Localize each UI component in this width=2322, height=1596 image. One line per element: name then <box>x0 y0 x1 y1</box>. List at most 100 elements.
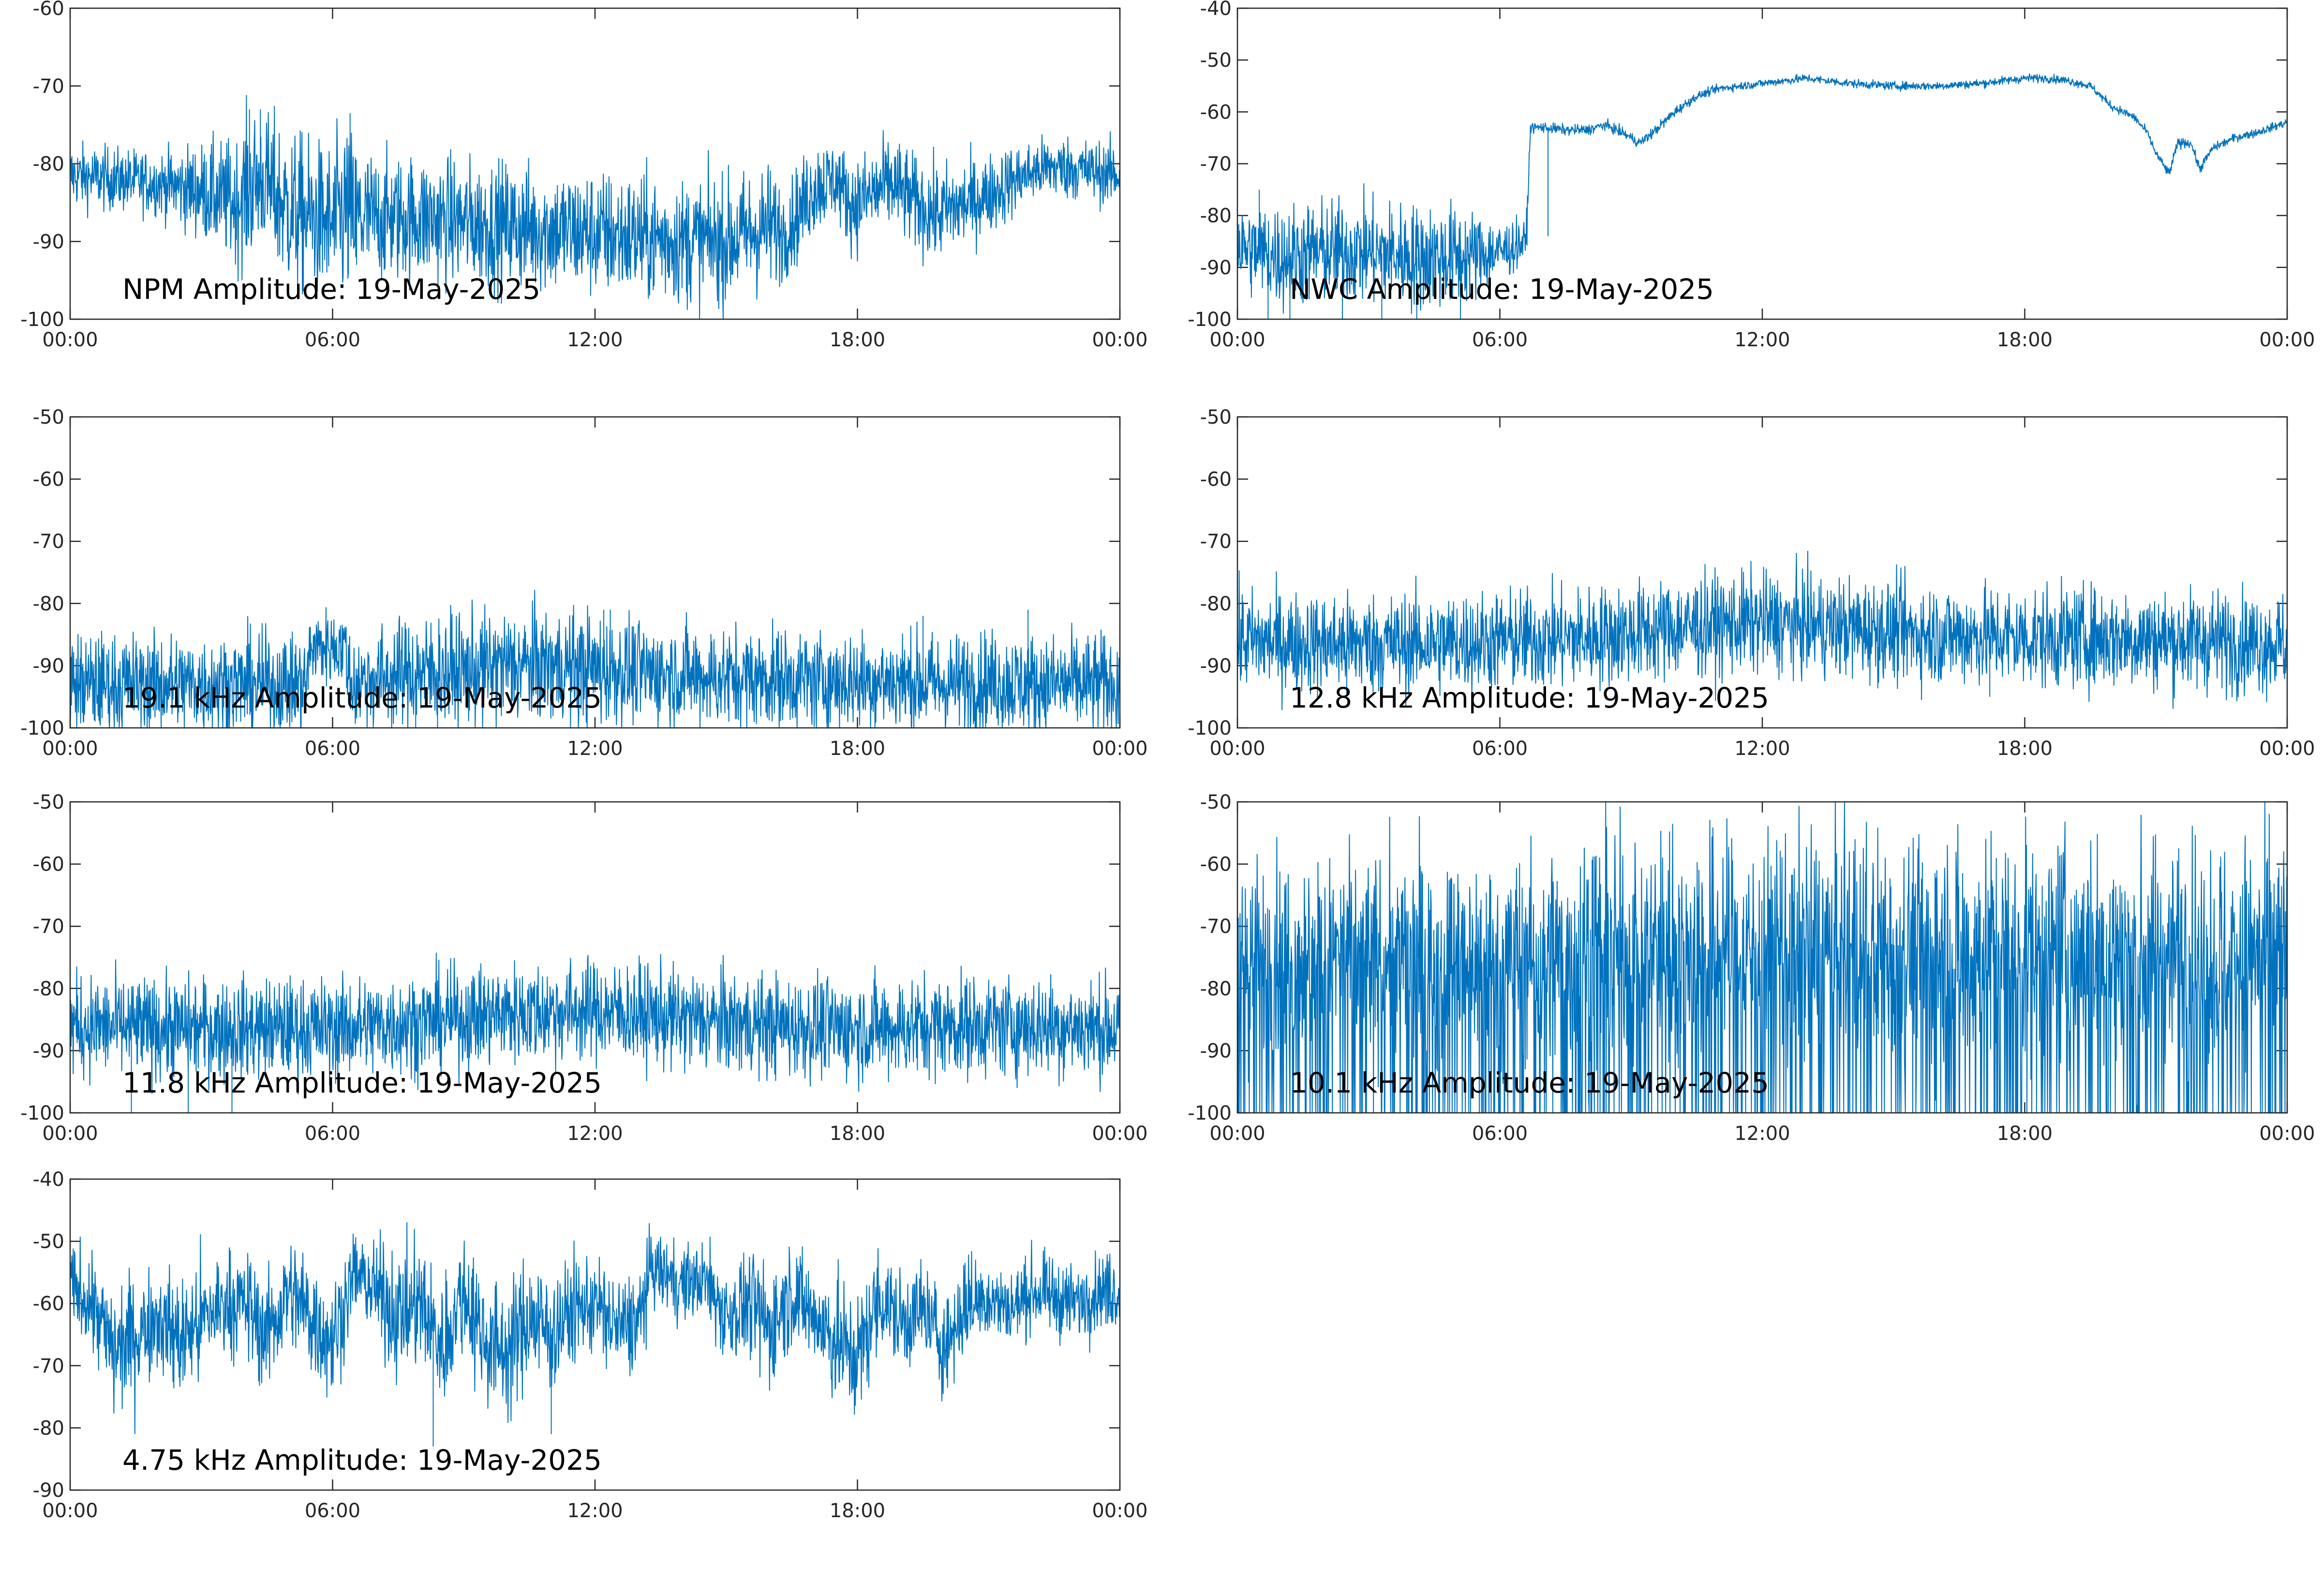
panel-4-75-khz-axes <box>69 1178 1121 1491</box>
y-tick-label: -40 <box>33 1168 64 1191</box>
panel-4-75-khz-title: 4.75 kHz Amplitude: 19-May-2025 <box>122 1444 602 1477</box>
x-tick-label: 12:00 <box>567 1123 623 1145</box>
y-tick-label: -90 <box>1200 257 1232 279</box>
y-tick-label: -90 <box>33 231 64 253</box>
series-line <box>70 1222 1120 1447</box>
y-tick-label: -90 <box>33 1479 64 1502</box>
y-tick-label: -80 <box>1200 205 1232 227</box>
x-tick-label: 00:00 <box>42 1500 98 1522</box>
x-tick-label: 12:00 <box>567 329 623 351</box>
x-tick-label: 12:00 <box>567 738 623 760</box>
x-tick-label: 00:00 <box>1092 738 1147 760</box>
y-tick-label: -90 <box>1200 1040 1232 1062</box>
y-tick-label: -80 <box>1200 593 1232 615</box>
y-tick-label: -80 <box>33 978 64 1000</box>
panel-12-8-khz-ticks: -100 -90 -80 -70 -60 -50 00:00 06:00 12:00 18:00 0… <box>1188 406 2315 760</box>
y-tick-label: -50 <box>1200 406 1232 429</box>
panel-19-1-khz-trace <box>70 590 1120 728</box>
x-tick-label: 00:00 <box>42 1123 98 1145</box>
y-tick-label: -70 <box>1200 531 1232 553</box>
x-tick-label: 12:00 <box>567 1500 623 1522</box>
x-tick-label: 00:00 <box>1209 1123 1265 1145</box>
y-tick-label: -90 <box>33 1040 64 1062</box>
x-tick-label: 18:00 <box>830 329 885 351</box>
x-tick-label: 00:00 <box>1209 738 1265 760</box>
y-tick-label: -80 <box>33 153 64 176</box>
panel-10-1-khz-ticks: -100 -90 -80 -70 -60 -50 00:00 06:00 12:00 18:00 0… <box>1188 791 2315 1145</box>
y-tick-label: -80 <box>33 593 64 615</box>
x-tick-label: 06:00 <box>1472 329 1528 351</box>
x-tick-label: 12:00 <box>1734 1123 1790 1145</box>
x-tick-label: 00:00 <box>2259 329 2315 351</box>
x-tick-label: 00:00 <box>1092 329 1147 351</box>
x-tick-label: 06:00 <box>1472 738 1528 760</box>
panel-19-1-khz-title: 19.1 kHz Amplitude: 19-May-2025 <box>122 681 602 714</box>
series-line <box>1237 550 2288 710</box>
y-tick-label: -100 <box>20 1102 64 1124</box>
y-tick-label: -90 <box>1200 655 1232 677</box>
y-tick-label: -80 <box>1200 978 1232 1000</box>
y-tick-label: -70 <box>1200 916 1232 938</box>
x-tick-label: 06:00 <box>305 738 360 760</box>
panel-11-8-khz-trace <box>70 952 1120 1113</box>
x-tick-label: 00:00 <box>2259 1123 2315 1145</box>
y-tick-label: -100 <box>20 717 64 739</box>
panel-10-1-khz-axes <box>1236 801 2288 1114</box>
x-tick-label: 00:00 <box>42 738 98 760</box>
y-tick-label: -70 <box>1200 153 1232 176</box>
x-tick-label: 06:00 <box>305 1123 360 1145</box>
series-line <box>70 952 1120 1113</box>
y-tick-label: -100 <box>1188 717 1232 739</box>
x-tick-label: 06:00 <box>1472 1123 1528 1145</box>
y-tick-label: -100 <box>1188 309 1232 331</box>
x-tick-label: 12:00 <box>1734 738 1790 760</box>
y-tick-label: -70 <box>33 916 64 938</box>
y-tick-label: -60 <box>1200 854 1232 876</box>
y-tick-label: -90 <box>33 655 64 677</box>
x-tick-label: 00:00 <box>1092 1500 1147 1522</box>
y-tick-label: -60 <box>33 854 64 876</box>
panel-12-8-khz-axes <box>1236 416 2288 729</box>
panel-11-8-khz: -100 -90 -80 -70 -60 -50 00:00 06:00 12:00 18:00 0… <box>20 791 1147 1145</box>
x-tick-label: 06:00 <box>305 329 360 351</box>
x-tick-label: 18:00 <box>830 1123 885 1145</box>
y-tick-label: -100 <box>20 309 64 331</box>
panel-npm-trace <box>70 95 1120 320</box>
panel-12-8-khz-title: 12.8 kHz Amplitude: 19-May-2025 <box>1290 681 1769 714</box>
y-tick-label: -50 <box>33 1231 64 1253</box>
series-line <box>70 95 1120 320</box>
y-tick-label: -100 <box>1188 1102 1232 1124</box>
y-tick-label: -50 <box>1200 791 1232 813</box>
panel-12-8-khz: -100 -90 -80 -70 -60 -50 00:00 06:00 12:00 18:00 0… <box>1188 406 2315 760</box>
y-tick-label: -60 <box>33 1293 64 1315</box>
y-tick-label: -40 <box>1200 0 1232 20</box>
y-tick-label: -70 <box>33 75 64 98</box>
panel-10-1-khz: -100 -90 -80 -70 -60 -50 00:00 06:00 12:00 18:00 0… <box>1188 791 2315 1145</box>
x-tick-label: 12:00 <box>1734 329 1790 351</box>
x-tick-label: 00:00 <box>1092 1123 1147 1145</box>
x-tick-label: 18:00 <box>1997 1123 2053 1145</box>
y-tick-label: -60 <box>1200 101 1232 123</box>
x-tick-label: 18:00 <box>830 1500 885 1522</box>
x-tick-label: 18:00 <box>830 738 885 760</box>
panel-nwc-ticks: -100 -90 -80 -70 -60 -50 -40 00:00 06:00 12:00 18:… <box>1188 0 2315 351</box>
y-tick-label: -70 <box>33 531 64 553</box>
panel-npm-axes <box>69 7 1121 320</box>
panel-12-8-khz-trace <box>1237 550 2288 710</box>
y-tick-label: -50 <box>1200 49 1232 72</box>
panel-npm: -100 -90 -80 -70 -60 00:00 06:00 12:00 18:00 00:0… <box>20 0 1147 351</box>
panel-11-8-khz-title: 11.8 kHz Amplitude: 19-May-2025 <box>122 1066 602 1099</box>
y-tick-label: -50 <box>33 791 64 813</box>
panel-4-75-khz: -90 -80 -70 -60 -50 -40 00:00 06:00 12:00 18:00 00… <box>33 1168 1148 1522</box>
y-tick-label: -60 <box>33 469 64 491</box>
x-tick-label: 00:00 <box>2259 738 2315 760</box>
panel-4-75-khz-trace <box>70 1222 1120 1447</box>
panel-4-75-khz-ticks: -90 -80 -70 -60 -50 -40 00:00 06:00 12:00 18:00 00… <box>33 1168 1148 1522</box>
panel-npm-ticks: -100 -90 -80 -70 -60 00:00 06:00 12:00 18:00 00:0… <box>20 0 1147 351</box>
y-tick-label: -70 <box>33 1355 64 1377</box>
y-tick-label: -50 <box>33 406 64 429</box>
x-tick-label: 00:00 <box>1209 329 1265 351</box>
panel-nwc-axes <box>1236 7 2288 320</box>
